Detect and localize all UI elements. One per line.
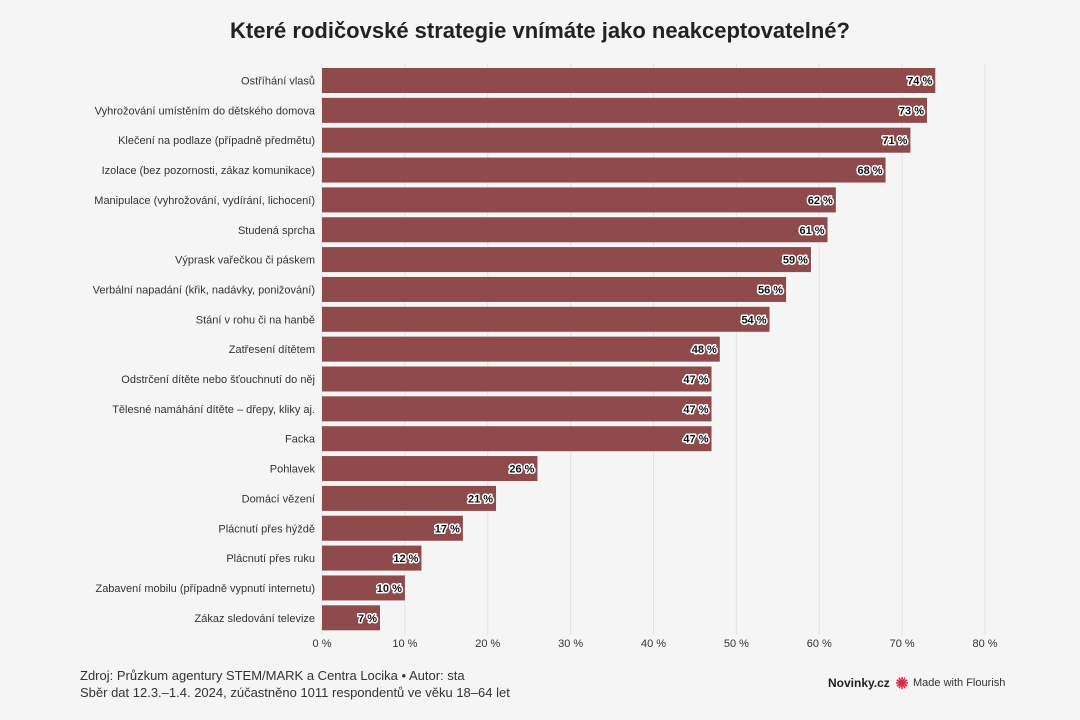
data-label: 26 %: [509, 464, 534, 476]
bar: [322, 187, 836, 213]
data-label: 47 %: [683, 434, 708, 446]
flourish-credit-label: Made with Flourish: [913, 677, 1006, 689]
category-label: Domácí vězení: [242, 493, 315, 505]
x-tick-label: 40 %: [641, 638, 666, 650]
data-label: 62 %: [808, 195, 833, 207]
data-label: 17 %: [435, 523, 460, 535]
category-label: Izolace (bez pozornosti, zákaz komunikac…: [102, 165, 315, 177]
category-label: Studená sprcha: [238, 225, 316, 237]
bar: [322, 157, 886, 183]
data-label: 61 %: [799, 225, 824, 237]
data-label: 74 %: [907, 76, 932, 88]
bar: [322, 515, 463, 541]
x-tick-label: 0 %: [313, 638, 332, 650]
category-label: Vyhrožování umístěním do dětského domova: [95, 105, 316, 117]
data-label: 12 %: [393, 553, 418, 565]
bar: [322, 605, 381, 631]
data-label: 21 %: [468, 493, 493, 505]
bar: [322, 127, 911, 153]
category-label: Klečení na podlaze (případně předmětu): [118, 135, 315, 147]
bar: [322, 306, 770, 332]
bar: [322, 545, 422, 571]
category-label: Plácnutí přes hýždě: [218, 523, 315, 535]
bar: [322, 247, 811, 273]
category-label: Manipulace (vyhrožování, vydírání, licho…: [94, 195, 315, 207]
category-label: Výprask vařečkou či páskem: [175, 255, 315, 267]
x-tick-label: 30 %: [558, 638, 583, 650]
data-label: 7 %: [358, 613, 377, 625]
x-tick-label: 80 %: [972, 638, 997, 650]
x-tick-label: 10 %: [392, 638, 417, 650]
x-tick-label: 70 %: [890, 638, 915, 650]
category-label: Odstrčení dítěte nebo šťouchnutí do něj: [121, 374, 315, 386]
category-label: Ostříhání vlasů: [241, 76, 315, 88]
bar: [322, 217, 828, 243]
bar-chart: 0 % 10 % 20 % 30 % 40 % 50 % 60 % 70 % 80 % Ostří…: [93, 64, 998, 650]
category-label: Zatřesení dítětem: [229, 344, 315, 356]
bar: [322, 336, 720, 362]
data-label: 54 %: [741, 314, 766, 326]
data-label: 68 %: [857, 165, 882, 177]
source-note: Zdroj: Průzkum agentury STEM/MARK a Cent…: [80, 668, 465, 683]
bar: [322, 485, 497, 511]
category-label: Zákaz sledování televize: [195, 613, 315, 625]
bar: [322, 68, 936, 93]
data-label: 47 %: [683, 404, 708, 416]
category-label: Pohlavek: [270, 464, 316, 476]
bar: [322, 396, 712, 422]
x-tick-label: 50 %: [724, 638, 749, 650]
bar: [322, 456, 538, 482]
data-label: 47 %: [683, 374, 708, 386]
bar: [322, 276, 787, 302]
category-label: Facka: [285, 434, 316, 446]
category-label: Plácnutí přes ruku: [226, 553, 315, 565]
data-label: 59 %: [783, 255, 808, 267]
brand-logo[interactable]: Novinky.cz: [828, 676, 890, 690]
category-label: Stání v rohu či na hanbě: [196, 314, 315, 326]
data-label: 48 %: [692, 344, 717, 356]
bar: [322, 575, 405, 601]
collection-note: Sběr dat 12.3.–1.4. 2024, zúčastněno 101…: [80, 685, 510, 700]
bar: [322, 97, 927, 123]
chart-title: Které rodičovské strategie vnímáte jako …: [230, 18, 850, 43]
x-tick-label: 20 %: [475, 638, 500, 650]
chart-footer: Zdroj: Průzkum agentury STEM/MARK a Cent…: [80, 667, 510, 701]
bar: [322, 426, 712, 452]
data-label: 71 %: [882, 135, 907, 147]
flourish-credit[interactable]: Made with Flourish: [895, 676, 1005, 690]
x-tick-label: 60 %: [807, 638, 832, 650]
flourish-icon: [896, 677, 908, 689]
category-label: Tělesné namáhání dítěte – dřepy, kliky a…: [112, 404, 315, 416]
data-label: 10 %: [377, 583, 402, 595]
category-label: Verbální napadání (křik, nadávky, ponižo…: [93, 284, 315, 296]
category-label: Zabavení mobilu (případně vypnutí intern…: [95, 583, 315, 595]
bar: [322, 366, 712, 392]
data-label: 56 %: [758, 284, 783, 296]
data-label: 73 %: [899, 105, 924, 117]
